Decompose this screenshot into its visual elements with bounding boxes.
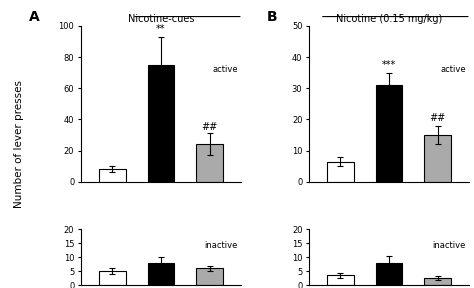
Bar (424, 135, 451, 182)
Title: Nicotine-cues: Nicotine-cues (128, 14, 194, 24)
Bar (99, 271, 126, 285)
Text: A: A (29, 10, 40, 24)
Bar (327, 162, 354, 182)
Bar (147, 65, 174, 182)
Bar (327, 275, 354, 285)
Text: active: active (440, 65, 466, 74)
Title: Nicotine (0.15 mg/kg): Nicotine (0.15 mg/kg) (336, 14, 442, 24)
Text: inactive: inactive (205, 240, 238, 249)
Bar (375, 263, 402, 285)
Text: inactive: inactive (433, 240, 466, 249)
Bar (375, 85, 402, 182)
Text: B: B (267, 10, 277, 24)
Bar (196, 268, 223, 285)
Bar (99, 169, 126, 182)
Text: ***: *** (382, 60, 396, 70)
Text: active: active (212, 65, 238, 74)
Bar (147, 263, 174, 285)
Text: **: ** (156, 24, 165, 34)
Text: ##: ## (429, 113, 446, 123)
Bar (196, 144, 223, 182)
Bar (424, 278, 451, 285)
Text: ##: ## (201, 122, 218, 132)
Text: Number of lever presses: Number of lever presses (14, 80, 24, 208)
